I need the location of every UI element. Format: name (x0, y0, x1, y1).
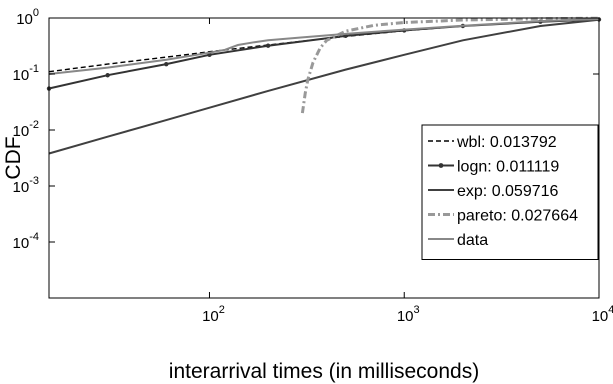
series-marker-logn (265, 43, 271, 48)
x-tick-label: 104 (592, 304, 613, 325)
plot-frame (48, 17, 600, 299)
legend: wbl: 0.013792 logn: 0.011119 exp: 0.059716… (421, 124, 599, 260)
legend-box (421, 124, 599, 260)
series-marker-logn (164, 61, 169, 67)
x-axis-label: interarrival times (in milliseconds) (169, 360, 479, 383)
series-marker-logn (105, 73, 110, 78)
legend-label-pareto: pareto: 0.027664 (457, 208, 578, 225)
series-line-data (48, 18, 600, 75)
legend-marker-logn (438, 163, 444, 168)
legend-label-data: data (457, 232, 488, 249)
series-line-pareto (300, 16, 600, 114)
legend-label-logn: logn: 0.011119 (457, 159, 559, 176)
legend-label-wbl: wbl: 0.013792 (456, 134, 557, 151)
series-layer (46, 16, 602, 155)
y-axis-label: CDF (2, 136, 25, 179)
legend-label-exp: exp: 0.059716 (457, 183, 559, 200)
